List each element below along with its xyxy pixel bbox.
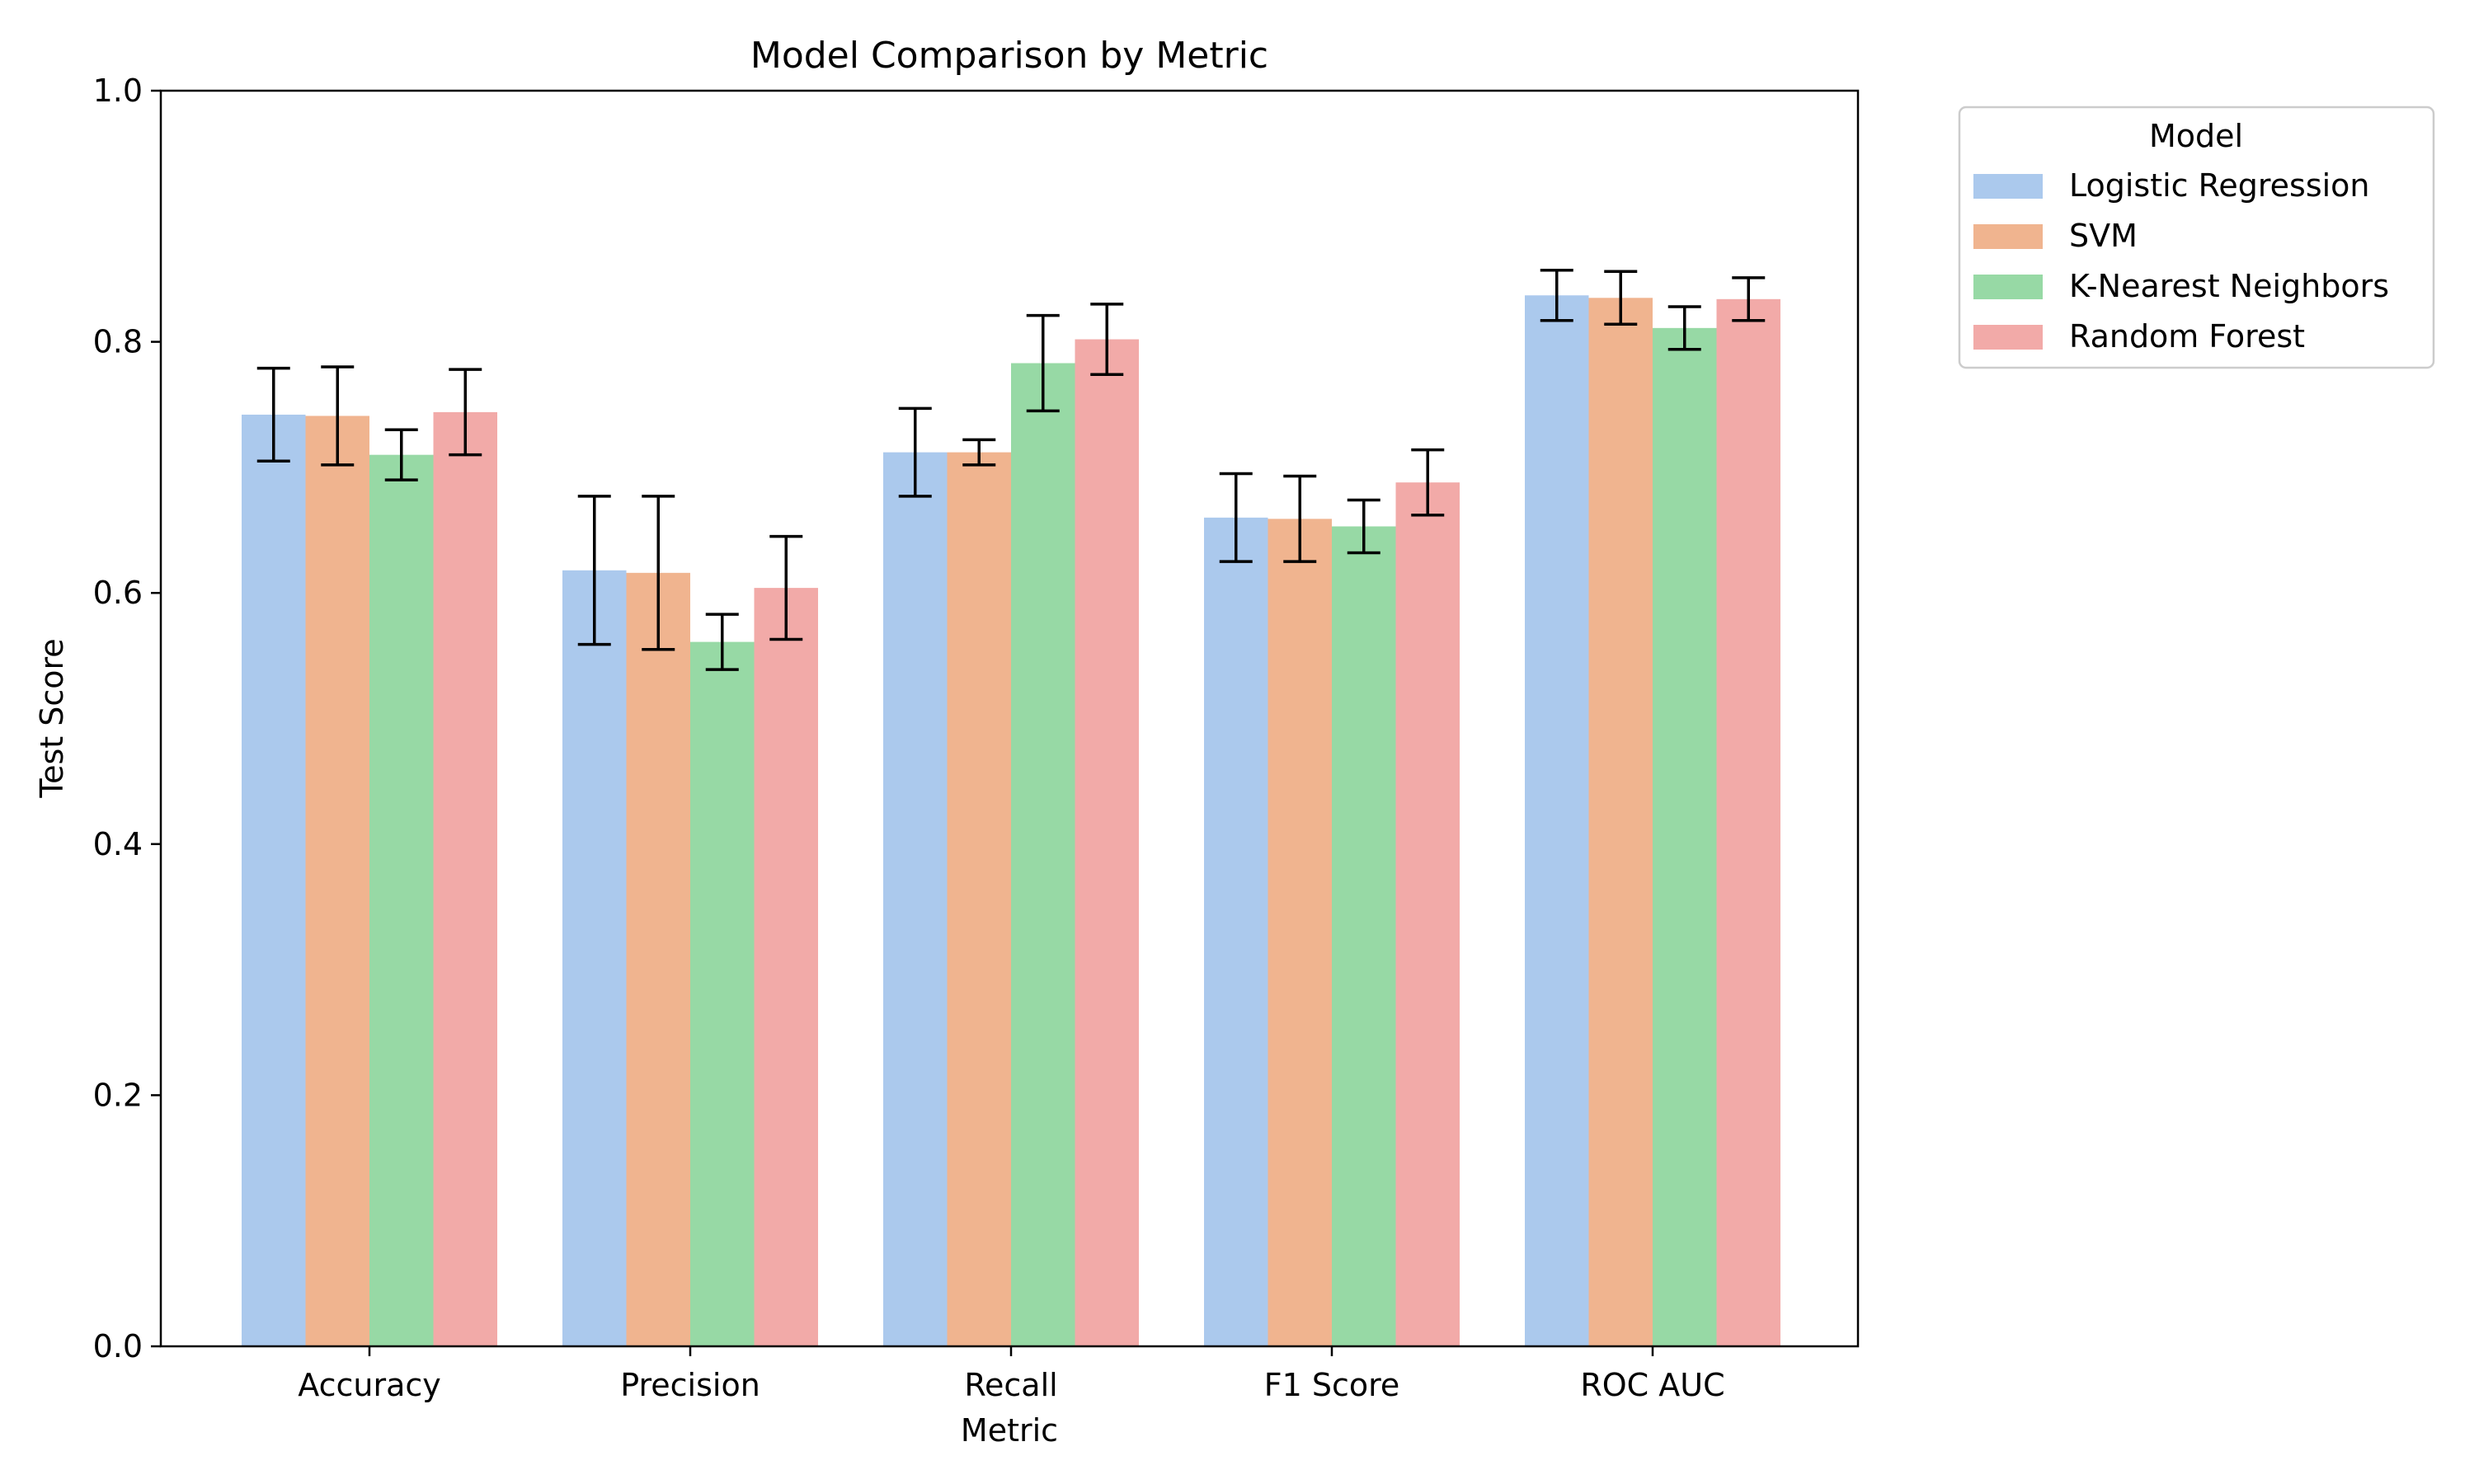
y-axis-label: Test Score — [34, 638, 70, 798]
plot-area-frame — [159, 89, 1860, 1348]
bar — [369, 454, 434, 1347]
legend-swatch — [1973, 275, 2043, 299]
bars-layer — [242, 295, 1780, 1347]
legend-swatch — [1973, 174, 2043, 199]
bar — [1011, 363, 1075, 1347]
legend: Model Logistic Regression SVM K-Nearest Ne… — [1958, 106, 2435, 369]
y-tick-label: 0.2 — [93, 1077, 143, 1113]
bar — [1395, 482, 1460, 1346]
x-tick-label: ROC AUC — [1580, 1367, 1724, 1403]
x-tick-label: Recall — [964, 1367, 1057, 1403]
bar — [1204, 517, 1268, 1346]
bar — [883, 452, 948, 1346]
chart-title: Model Comparison by Metric — [750, 35, 1268, 77]
y-tick-label: 1.0 — [93, 73, 143, 109]
legend-label: Logistic Regression — [2069, 167, 2370, 204]
bar — [626, 572, 690, 1346]
error-bars-layer — [256, 269, 1766, 671]
legend-title: Model — [2149, 118, 2243, 154]
bar — [242, 414, 306, 1347]
bar — [1716, 298, 1780, 1346]
bar — [1075, 339, 1139, 1347]
legend-swatch — [1973, 325, 2043, 350]
bar — [1332, 526, 1396, 1346]
bar — [754, 588, 818, 1346]
bar — [1588, 298, 1653, 1346]
bar — [433, 411, 497, 1347]
bar — [690, 641, 755, 1346]
y-tick-label: 0.0 — [93, 1328, 143, 1364]
x-tick-label: F1 Score — [1264, 1367, 1400, 1403]
x-tick-label: Accuracy — [298, 1367, 441, 1403]
legend-entries: Logistic Regression SVM K-Nearest Neighbor… — [1973, 167, 2389, 355]
legend-frame — [1958, 106, 2435, 369]
legend-swatch — [1973, 224, 2043, 249]
y-axis: 0.0 0.2 0.4 0.6 0.8 1.0 — [93, 73, 161, 1364]
bar — [1653, 327, 1717, 1347]
legend-label: SVM — [2069, 218, 2138, 254]
y-tick-label: 0.8 — [93, 324, 143, 360]
x-axis: Accuracy Precision Recall F1 Score ROC AUC — [298, 1346, 1725, 1403]
bar — [947, 452, 1011, 1346]
legend-label: K-Nearest Neighbors — [2069, 268, 2389, 304]
bar — [1268, 519, 1332, 1346]
legend-label: Random Forest — [2069, 318, 2305, 355]
x-tick-label: Precision — [620, 1367, 760, 1403]
bar — [562, 570, 627, 1346]
y-tick-label: 0.6 — [93, 575, 143, 611]
x-axis-label: Metric — [961, 1412, 1058, 1449]
y-tick-label: 0.4 — [93, 826, 143, 862]
bar — [305, 416, 369, 1346]
bar — [1525, 295, 1589, 1346]
